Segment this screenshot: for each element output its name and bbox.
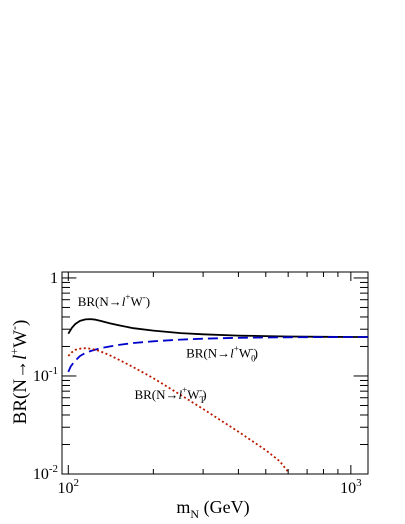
- plot-border: [61, 271, 369, 475]
- plot-frame: [61, 271, 369, 475]
- x-tick-label: 102: [58, 477, 80, 497]
- y-tick-label: 10-2: [33, 463, 58, 483]
- annotation-longitudinal: BR(N→l+W0-): [186, 343, 258, 363]
- tick-layer: 102 103 1 10-1 10-2: [33, 270, 368, 497]
- series-transverse-line: [67, 347, 289, 473]
- y-axis-label: BR(N→l+W-): [7, 320, 31, 425]
- x-axis-label: mN (GeV): [176, 497, 249, 521]
- series-longitudinal-line: [67, 336, 368, 373]
- y-tick-label: 10-1: [33, 365, 58, 385]
- y-tick-label: 1: [50, 270, 58, 287]
- annotation-layer: BR(N→l+W-) BR(N→l+W0-) BR(N→l+WT-): [78, 292, 258, 405]
- annotation-transverse: BR(N→l+WT-): [134, 385, 206, 405]
- annotation-total: BR(N→l+W-): [78, 292, 150, 309]
- x-tick-label: 103: [340, 477, 362, 497]
- series-layer: [67, 318, 368, 473]
